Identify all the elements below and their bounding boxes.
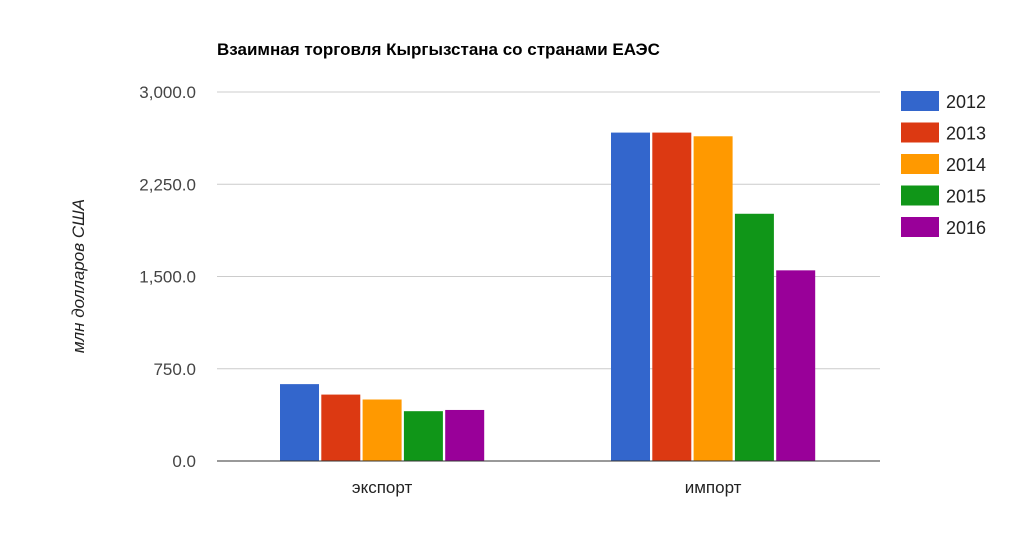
bar-2016-импорт[interactable] xyxy=(776,270,816,461)
legend-label[interactable]: 2013 xyxy=(946,124,986,144)
x-category-labels: экспорт импорт xyxy=(352,478,742,497)
legend-swatch-2013[interactable] xyxy=(901,122,939,143)
bar-2014-экспорт[interactable] xyxy=(362,399,402,462)
bar-2014-импорт[interactable] xyxy=(693,136,733,461)
x-category-label: импорт xyxy=(685,478,742,497)
legend-label[interactable]: 2015 xyxy=(946,187,986,207)
x-category-label: экспорт xyxy=(352,478,413,497)
y-axis-title: млн долларов США xyxy=(69,199,88,353)
legend-swatch-2015[interactable] xyxy=(901,185,939,206)
chart-title: Взаимная торговля Кыргызстана со странам… xyxy=(217,40,660,59)
bar-2016-экспорт[interactable] xyxy=(445,409,485,461)
legend-swatch-2012[interactable] xyxy=(901,91,939,111)
y-tick-label: 750.0 xyxy=(153,360,196,379)
legend: 2012 2013 2014 2015 2016 xyxy=(901,91,986,238)
bar-2015-экспорт[interactable] xyxy=(403,411,443,461)
bar-2013-экспорт[interactable] xyxy=(321,394,361,461)
legend-swatch-2014[interactable] xyxy=(901,154,939,174)
legend-label[interactable]: 2014 xyxy=(946,155,986,175)
y-tick-label: 2,250.0 xyxy=(139,175,196,194)
legend-swatch-2016[interactable] xyxy=(901,217,939,237)
legend-label[interactable]: 2012 xyxy=(946,92,986,112)
y-tick-label: 0.0 xyxy=(172,452,196,471)
y-tick-label: 3,000.0 xyxy=(139,83,196,102)
legend-label[interactable]: 2016 xyxy=(946,218,986,238)
bar-2012-экспорт[interactable] xyxy=(280,384,319,461)
bars xyxy=(217,132,880,462)
bar-2012-импорт[interactable] xyxy=(611,132,650,461)
y-tick-labels: 0.0 750.0 1,500.0 2,250.0 3,000.0 xyxy=(139,83,196,471)
y-tick-label: 1,500.0 xyxy=(139,268,196,287)
bar-2013-импорт[interactable] xyxy=(652,132,692,461)
bar-2015-импорт[interactable] xyxy=(734,213,774,461)
